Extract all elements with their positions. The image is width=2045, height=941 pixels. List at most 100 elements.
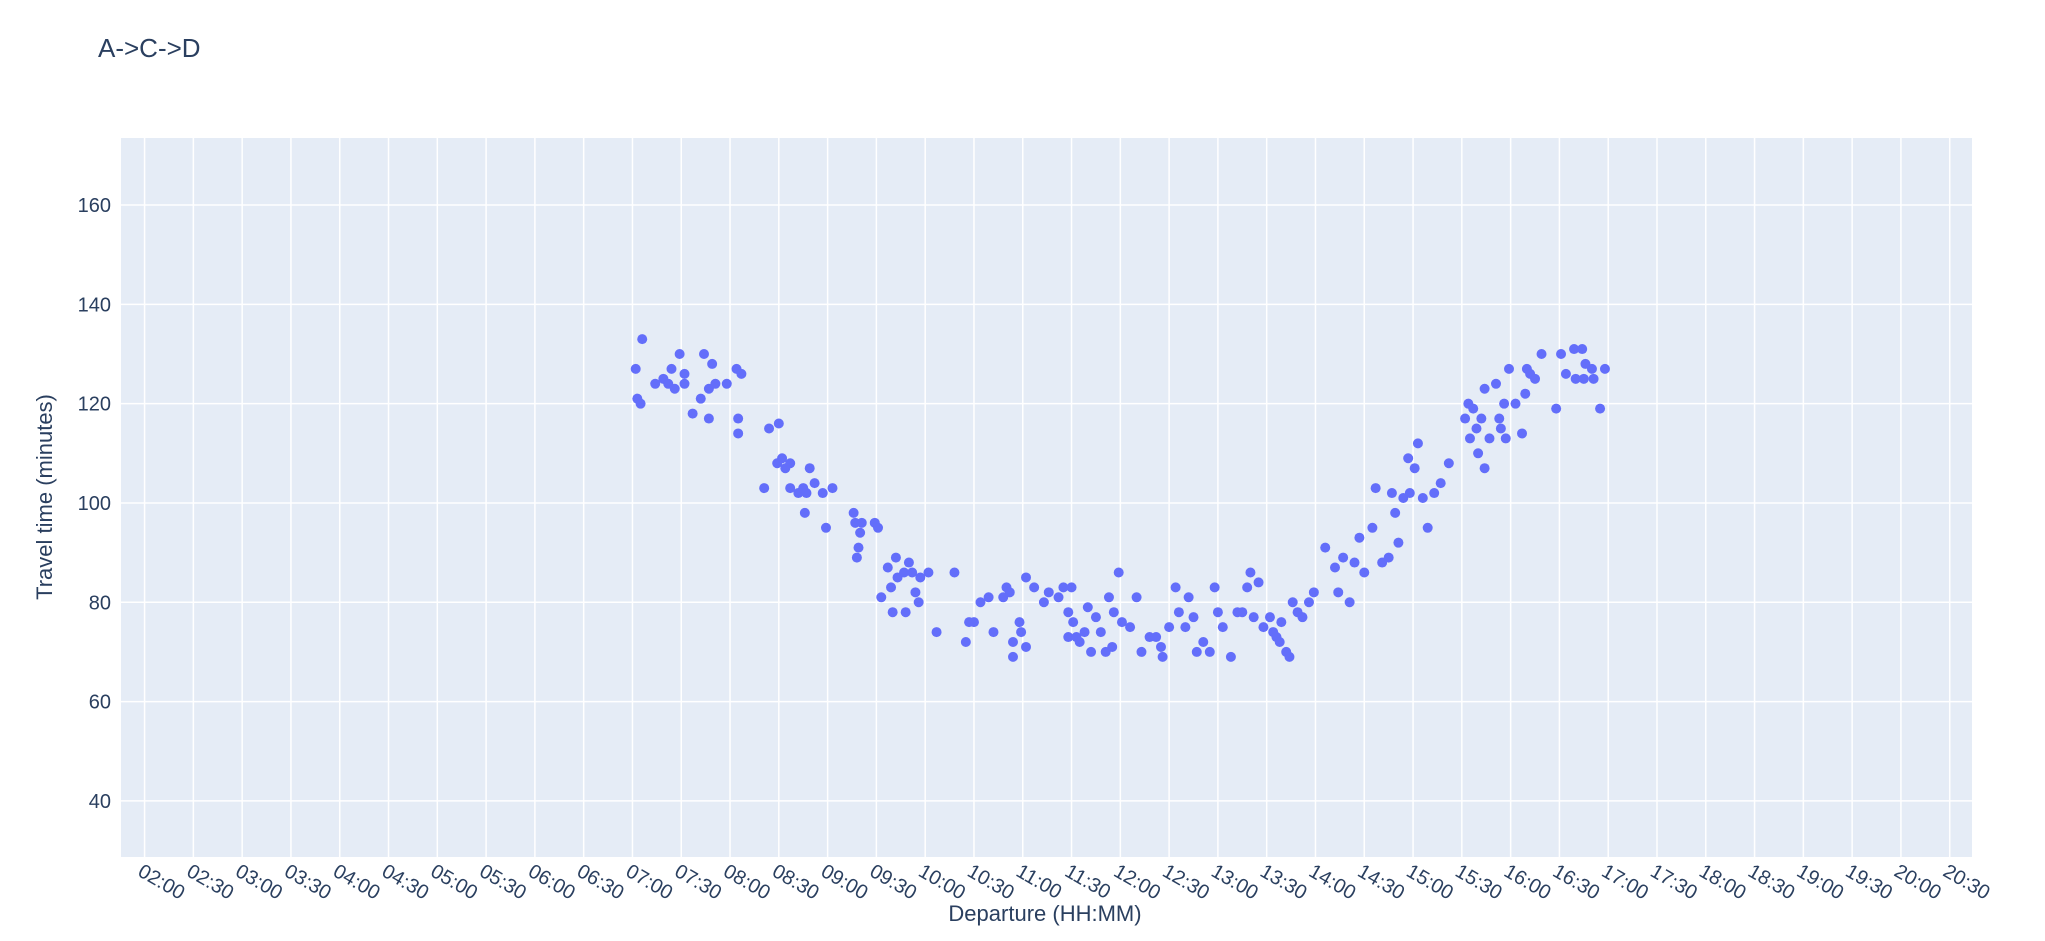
data-point — [1225, 651, 1236, 662]
data-point — [1422, 522, 1433, 533]
data-point — [876, 592, 887, 603]
data-point — [1107, 641, 1118, 652]
data-point — [907, 567, 918, 578]
x-tick-label: 18:30 — [1744, 860, 1798, 904]
y-tick-label: 140 — [78, 294, 111, 316]
data-point — [1053, 592, 1064, 603]
data-point — [1103, 592, 1114, 603]
data-point — [899, 567, 910, 578]
x-tick-label: 10:00 — [915, 860, 969, 904]
data-point — [674, 348, 685, 359]
data-point — [1560, 368, 1571, 379]
data-point — [759, 483, 770, 494]
data-point — [1164, 622, 1175, 633]
data-point — [1412, 438, 1423, 449]
x-tick-label: 11:30 — [1061, 860, 1114, 903]
data-point — [1435, 478, 1446, 489]
x-tick-label: 13:30 — [1256, 860, 1310, 904]
data-point — [1460, 413, 1471, 424]
data-point — [1043, 587, 1054, 598]
data-point — [1393, 537, 1404, 548]
data-point — [913, 597, 924, 608]
data-point — [733, 428, 744, 439]
data-point — [733, 413, 744, 424]
data-point — [1370, 483, 1381, 494]
data-point — [801, 488, 812, 499]
data-point — [1595, 403, 1606, 414]
data-point — [1517, 428, 1528, 439]
data-point — [679, 368, 690, 379]
data-point — [736, 368, 747, 379]
data-point — [968, 617, 979, 628]
data-point — [1136, 646, 1147, 657]
data-point — [1494, 413, 1505, 424]
y-tick-label: 100 — [78, 493, 111, 515]
data-point — [1429, 488, 1440, 499]
data-point — [669, 383, 680, 394]
data-point — [1390, 507, 1401, 518]
x-tick-label: 19:00 — [1793, 860, 1847, 904]
data-point — [1004, 587, 1015, 598]
data-point — [1274, 636, 1285, 647]
data-point — [873, 522, 884, 533]
data-point — [1329, 562, 1340, 573]
data-point — [1383, 552, 1394, 563]
data-point — [882, 562, 893, 573]
x-tick-label: 13:00 — [1207, 860, 1261, 904]
data-point — [721, 378, 732, 389]
x-tick-label: 17:00 — [1598, 860, 1652, 904]
data-point — [1131, 592, 1142, 603]
data-point — [1344, 597, 1355, 608]
data-point — [1253, 577, 1264, 588]
y-tick-label: 60 — [89, 692, 111, 714]
data-point — [1116, 617, 1127, 628]
data-point — [1570, 373, 1581, 384]
x-tick-label: 05:30 — [476, 860, 530, 904]
data-point — [1095, 627, 1106, 638]
data-point — [1074, 636, 1085, 647]
x-tick-label: 07:30 — [671, 860, 725, 904]
data-point — [1308, 587, 1319, 598]
x-tick-label: 20:30 — [1939, 860, 1993, 904]
x-tick-label: 12:30 — [1159, 860, 1213, 904]
data-point — [1007, 636, 1018, 647]
data-point — [637, 334, 648, 345]
data-point — [1479, 463, 1490, 474]
x-tick-label: 06:30 — [573, 860, 627, 904]
data-point — [1404, 488, 1415, 499]
x-tick-label: 17:30 — [1646, 860, 1700, 904]
data-point — [1125, 622, 1136, 633]
plot-area — [121, 138, 1972, 857]
data-point — [1284, 651, 1295, 662]
data-point — [931, 627, 942, 638]
x-tick-label: 05:00 — [427, 860, 481, 904]
data-point — [1016, 627, 1027, 638]
data-point — [650, 378, 661, 389]
data-point — [1403, 453, 1414, 464]
data-point — [1264, 612, 1275, 623]
x-tick-label: 07:00 — [622, 860, 676, 904]
data-point — [1170, 582, 1181, 593]
data-point — [1021, 641, 1032, 652]
data-point — [1303, 597, 1314, 608]
data-point — [1237, 607, 1248, 618]
data-point — [710, 378, 721, 389]
x-tick-label: 04:00 — [329, 860, 383, 904]
data-point — [1354, 532, 1365, 543]
data-point — [886, 582, 897, 593]
data-point — [1320, 542, 1331, 553]
data-point — [1242, 582, 1253, 593]
data-point — [848, 507, 859, 518]
y-tick-label: 160 — [78, 195, 111, 217]
x-tick-label: 11:00 — [1012, 860, 1065, 903]
x-tick-label: 08:00 — [720, 860, 774, 904]
data-point — [1209, 582, 1220, 593]
data-point — [1471, 423, 1482, 434]
data-point — [853, 542, 864, 553]
data-point — [1510, 398, 1521, 409]
data-point — [1468, 403, 1479, 414]
x-tick-label: 06:00 — [524, 860, 578, 904]
data-point — [1212, 607, 1223, 618]
